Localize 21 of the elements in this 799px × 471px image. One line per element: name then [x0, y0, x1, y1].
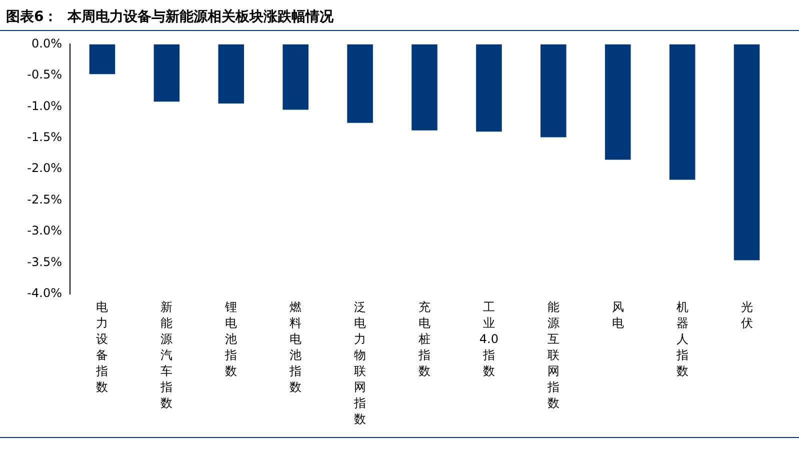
y-tick-label: 0.0% — [32, 36, 62, 50]
x-tick-label: 电力设备指数 — [95, 300, 108, 394]
x-tick-label: 能源互联网指数 — [546, 300, 560, 410]
y-tick-label: -1.0% — [27, 98, 62, 113]
x-tick-label: 工业4.0指数 — [479, 300, 498, 378]
y-tick-label: -1.5% — [27, 130, 62, 144]
x-tick-label: 充电桩指数 — [418, 300, 430, 378]
y-tick-label: -3.5% — [27, 254, 62, 269]
x-tick-label: 光伏 — [740, 300, 753, 330]
x-tick-label: 燃料电池指数 — [288, 300, 302, 394]
y-tick-label: -0.5% — [27, 68, 62, 82]
x-tick-label: 机器人指数 — [675, 300, 688, 378]
y-tick-label: -3.0% — [27, 224, 62, 238]
y-tick-label: -2.0% — [27, 161, 62, 176]
x-tick-label: 锂电池指数 — [224, 300, 238, 378]
y-tick-label: -2.5% — [27, 192, 62, 206]
x-tick-label: 风电 — [612, 300, 624, 330]
x-tick-label: 泛电力物联网指数 — [353, 300, 366, 426]
chart-title: 图表6： 本周电力设备与新能源相关板块涨跌幅情况 — [6, 8, 334, 26]
y-tick-label: -4.0% — [27, 286, 62, 300]
x-tick-label: 新能源汽车指数 — [160, 300, 173, 410]
